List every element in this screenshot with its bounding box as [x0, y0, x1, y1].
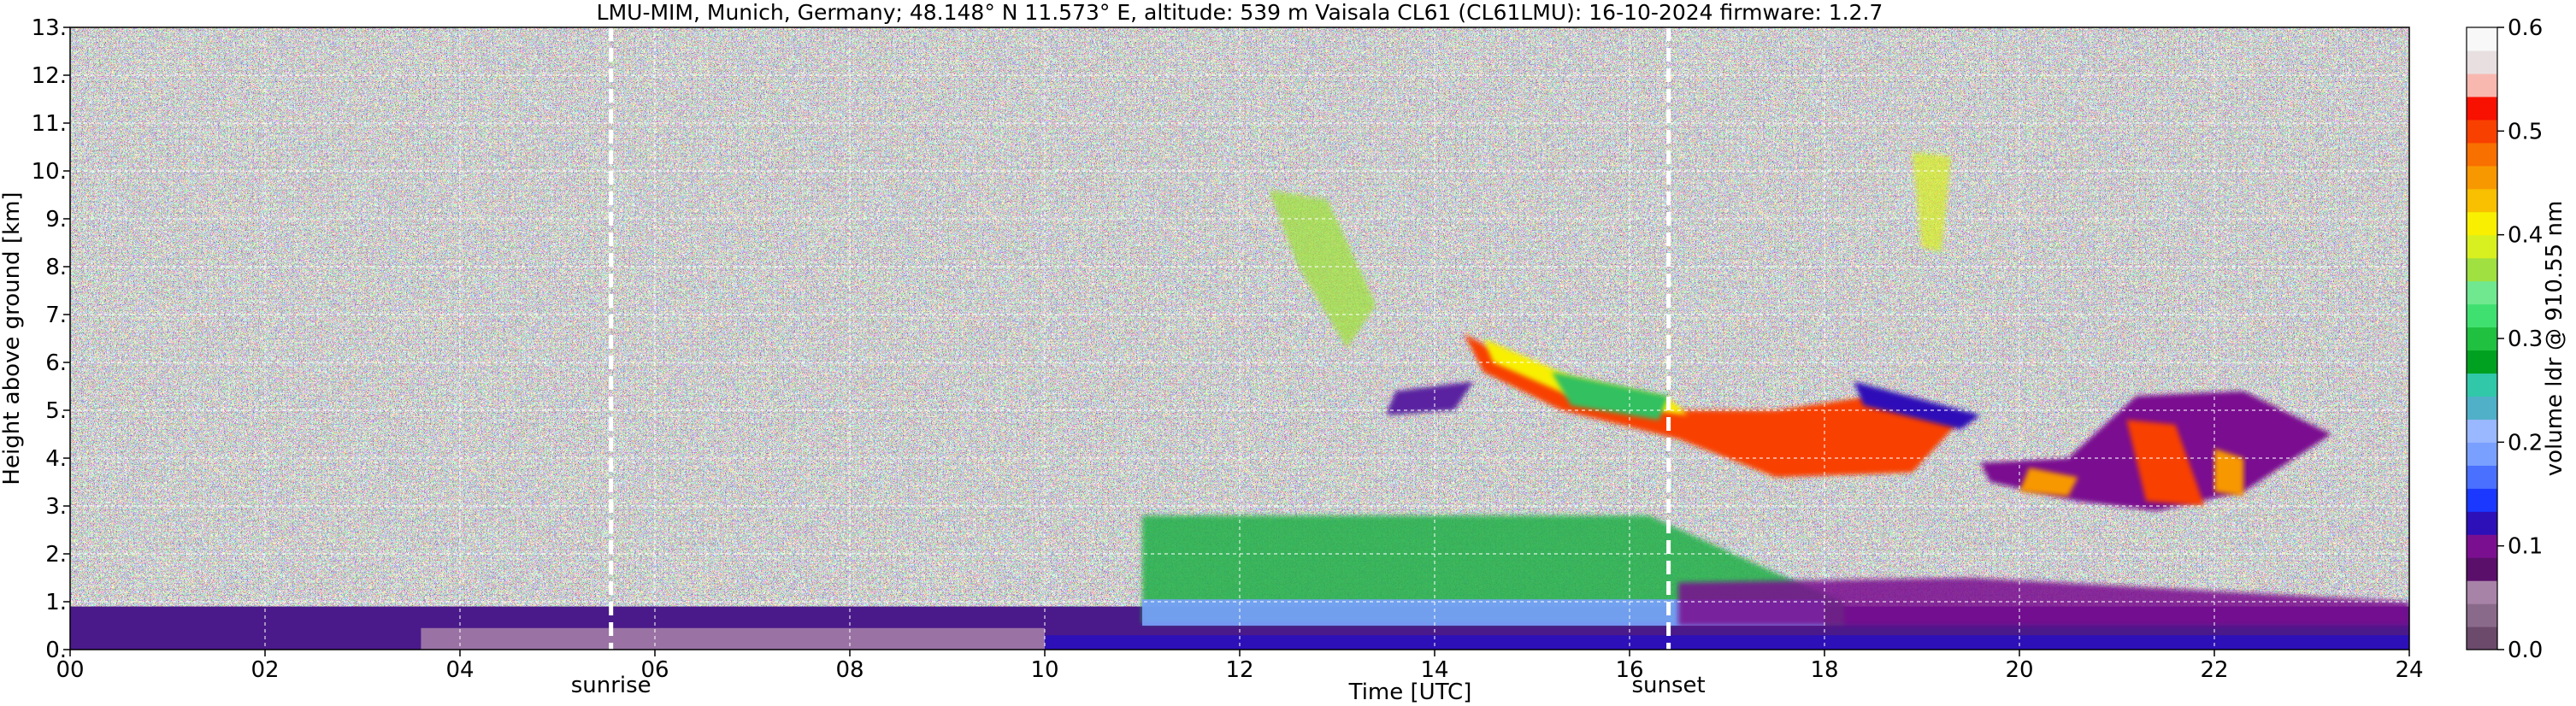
colorbar-tick-label: 0.0	[2508, 638, 2543, 663]
cirrus-band	[1464, 333, 1961, 478]
x-tick-label: 24	[2395, 657, 2423, 683]
y-tick-label: 8.	[45, 255, 67, 280]
y-tick-label: 1.	[45, 590, 67, 615]
colorbar-swatch	[2467, 50, 2497, 74]
cirrus-blue-edge	[1854, 381, 1981, 430]
colorbar-tick-label: 0.2	[2508, 430, 2543, 456]
marker-label-sunrise: sunrise	[571, 673, 651, 698]
colorbar-swatch	[2467, 442, 2497, 466]
colorbar-swatch	[2467, 419, 2497, 443]
y-tick-label: 3.	[45, 494, 67, 520]
colorbar-swatch	[2467, 188, 2497, 213]
y-tick-label: 4.	[45, 446, 67, 472]
x-tick-label: 16	[1615, 657, 1643, 683]
plot-area	[70, 27, 2409, 650]
y-tick-label: 2.	[45, 542, 67, 568]
y-tick-label: 6.	[45, 350, 67, 376]
small-cloud-patch	[1386, 381, 1474, 415]
marker-labels: sunrise sunset	[571, 673, 1706, 698]
cloud-cluster-core	[2126, 420, 2205, 506]
colorbar-tick-label: 0.5	[2508, 119, 2543, 144]
y-axis-label: Height above ground [km]	[0, 191, 25, 485]
x-tick-label: 08	[835, 657, 864, 683]
colorbar-swatch	[2467, 534, 2497, 558]
high-streak	[1269, 190, 1376, 349]
colorbar-swatch	[2467, 234, 2497, 259]
chart-title: LMU-MIM, Munich, Germany; 48.148° N 11.5…	[597, 0, 1883, 25]
colorbar-tick-label: 0.4	[2508, 223, 2543, 249]
colorbar-tick-label: 0.1	[2508, 534, 2543, 560]
cloud-cluster-patch	[2019, 468, 2078, 497]
x-tick-label: 04	[445, 657, 474, 683]
colorbar-swatch	[2467, 211, 2497, 236]
x-tick-label: 14	[1420, 657, 1448, 683]
colorbar-swatch	[2467, 396, 2497, 420]
grid-lines	[70, 27, 2409, 650]
colorbar-swatch	[2467, 580, 2497, 604]
colorbar-swatch	[2467, 165, 2497, 190]
x-tick-label: 12	[1225, 657, 1253, 683]
sun-markers	[609, 27, 1671, 650]
y-tick-label: 7.	[45, 303, 67, 328]
colorbar-swatch	[2467, 557, 2497, 581]
colorbar-swatch	[2467, 303, 2497, 328]
y-axis: 0. 1. 2. 3. 4. 5. 6. 7. 8. 9. 10. 11. 12. 13.	[32, 15, 70, 663]
y-tick-label: 11.	[32, 111, 67, 137]
colorbar-swatch	[2467, 603, 2497, 627]
y-tick-label: 0.	[45, 638, 67, 663]
marker-label-sunset: sunset	[1631, 673, 1705, 698]
colorbar-tick-label: 0.6	[2508, 15, 2543, 41]
y-tick-label: 12.	[32, 63, 67, 89]
x-tick-label: 02	[251, 657, 279, 683]
colorbar-swatch	[2467, 373, 2497, 397]
x-tick-label: 18	[1810, 657, 1838, 683]
y-tick-label: 9.	[45, 207, 67, 232]
high-streak-east	[1912, 151, 1952, 253]
colorbar-swatch	[2467, 119, 2497, 144]
colorbar-swatch	[2467, 27, 2497, 51]
x-tick-label: 00	[56, 657, 84, 683]
colorbar-swatch	[2467, 327, 2497, 351]
colorbar-swatch	[2467, 142, 2497, 167]
x-tick-label: 22	[2200, 657, 2228, 683]
colorbar-swatch	[2467, 465, 2497, 489]
x-tick-label: 06	[640, 657, 669, 683]
surface-residual-layer	[421, 627, 1045, 650]
colorbar-tick-label: 0.3	[2508, 327, 2543, 352]
cirrus-green-patch	[1551, 372, 1669, 421]
surface-blue-layer	[1045, 635, 2409, 650]
x-axis: 00 02 04 06 08 10 12 14 16 18 20 22 24	[56, 650, 2424, 683]
colorbar-swatch	[2467, 488, 2497, 512]
colorbar-swatch	[2467, 280, 2497, 305]
colorbar-swatch	[2467, 96, 2497, 121]
x-axis-label: Time [UTC]	[1348, 680, 1472, 705]
colorbar-swatch	[2467, 350, 2497, 374]
x-tick-label: 10	[1030, 657, 1058, 683]
y-tick-label: 10.	[32, 159, 67, 185]
evening-layer	[1678, 578, 2409, 626]
colorbar-swatch	[2467, 73, 2497, 97]
colorbar-swatch	[2467, 257, 2497, 282]
data-features	[70, 151, 2409, 650]
colorbar-swatch	[2467, 511, 2497, 535]
colorbar: 0.0 0.1 0.2 0.3 0.4 0.5 0.6	[2466, 15, 2543, 663]
y-tick-label: 13.	[32, 15, 67, 41]
colorbar-label: volume ldr @ 910.55 nm	[2542, 201, 2567, 477]
y-tick-label: 5.	[45, 398, 67, 424]
cloud-cluster-patch-east	[2214, 448, 2244, 497]
x-tick-label: 20	[2005, 657, 2033, 683]
colorbar-swatch	[2467, 627, 2497, 650]
